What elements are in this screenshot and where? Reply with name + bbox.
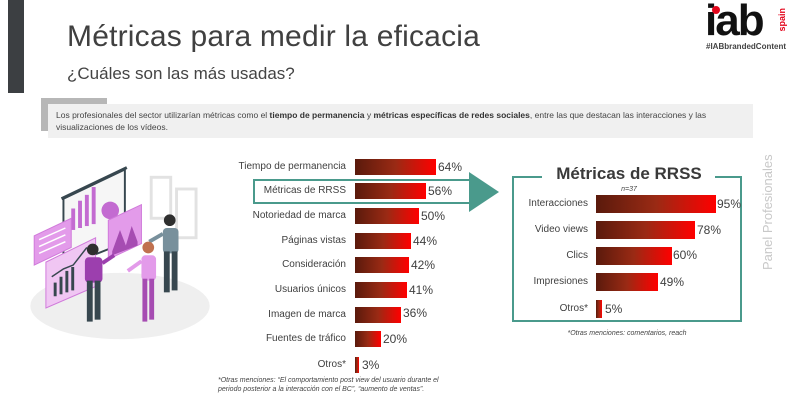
bar-value: 56% bbox=[428, 184, 453, 198]
bar-value: 20% bbox=[383, 332, 408, 346]
chart-row: Interacciones bbox=[0, 196, 588, 212]
arrow-right-icon bbox=[469, 172, 499, 212]
people-with-charts-illustration bbox=[30, 166, 210, 340]
logo-dot-icon bbox=[712, 6, 720, 14]
description-text: y bbox=[364, 110, 374, 120]
chart-row: Páginas vistas bbox=[0, 233, 346, 249]
chart-row: Métricas de RRSS bbox=[0, 183, 346, 199]
row-label: Consideración bbox=[282, 259, 346, 270]
bar-value: 60% bbox=[673, 248, 698, 262]
logo-country: spain bbox=[777, 8, 787, 32]
bar bbox=[355, 159, 436, 175]
highlight-rrss-box bbox=[253, 179, 469, 204]
rrss-footnote: *Otras menciones: comentarios, reach bbox=[567, 330, 687, 337]
page-subtitle: ¿Cuáles son las más usadas? bbox=[67, 64, 295, 83]
bar-value: 5% bbox=[605, 302, 623, 316]
bar bbox=[355, 257, 409, 273]
logo-hashtag: #IABbrandedContent bbox=[706, 42, 786, 51]
row-label: Interacciones bbox=[528, 198, 588, 209]
description-box: Los profesionales del sector utilizarían… bbox=[48, 104, 753, 138]
row-label: Usuarios únicos bbox=[274, 284, 346, 295]
description-highlight: métricas específicas de redes sociales bbox=[373, 110, 530, 120]
bar bbox=[355, 233, 411, 249]
chart-row: Otros* bbox=[0, 301, 588, 317]
bar bbox=[355, 331, 381, 347]
rrss-box-border bbox=[512, 176, 742, 322]
bar-value: 44% bbox=[413, 234, 438, 248]
left-accent-band bbox=[8, 0, 24, 93]
panel-label: Panel Profesionales bbox=[760, 154, 775, 270]
row-label: Páginas vistas bbox=[281, 235, 346, 246]
row-label: Otros* bbox=[317, 359, 346, 370]
chart-row: Usuarios únicos bbox=[0, 282, 346, 298]
chart-row: Fuentes de tráfico bbox=[0, 331, 346, 347]
chart-row: Otros* bbox=[0, 357, 346, 373]
bar-value: 95% bbox=[717, 197, 742, 211]
rrss-border-top-left bbox=[512, 176, 542, 178]
row-label: Clics bbox=[566, 250, 588, 261]
bar-value: 42% bbox=[411, 258, 436, 272]
rrss-border-top-right bbox=[715, 176, 742, 178]
row-label: Notoriedad de marca bbox=[252, 210, 346, 221]
row-label: Imagen de marca bbox=[268, 309, 346, 320]
row-label: Otros* bbox=[559, 303, 588, 314]
bar bbox=[596, 221, 695, 239]
iab-spain-logo: iab spain #IABbrandedContent bbox=[705, 0, 793, 52]
row-label: Métricas de RRSS bbox=[263, 185, 346, 196]
description-text: , entre las que destacan las interaccion… bbox=[56, 110, 707, 132]
chart-row: Impresiones bbox=[0, 274, 588, 290]
chart-row: Tiempo de permanencia bbox=[0, 159, 346, 175]
bar-value: 64% bbox=[438, 160, 463, 174]
page-title: Métricas para medir la eficacia bbox=[67, 20, 481, 53]
bar bbox=[596, 273, 658, 291]
bar-value: 50% bbox=[421, 209, 446, 223]
chart-row: Video views bbox=[0, 222, 588, 238]
row-label: Tiempo de permanencia bbox=[238, 161, 346, 172]
row-label: Impresiones bbox=[533, 276, 588, 287]
bar bbox=[355, 307, 401, 323]
bar-value: 41% bbox=[409, 283, 434, 297]
row-label: Fuentes de tráfico bbox=[265, 333, 346, 344]
bar bbox=[596, 195, 716, 213]
bar bbox=[355, 208, 419, 224]
rrss-title: Métricas de RRSS bbox=[556, 164, 702, 183]
bar-value: 36% bbox=[403, 306, 428, 320]
bar bbox=[596, 247, 672, 265]
bar bbox=[355, 357, 359, 373]
rrss-sample-size: n=37 bbox=[621, 186, 637, 193]
chart-row: Consideración bbox=[0, 257, 346, 273]
bar bbox=[355, 282, 407, 298]
description-highlight: tiempo de permanencia bbox=[269, 110, 365, 120]
bar-value: 78% bbox=[697, 223, 722, 237]
bar bbox=[355, 183, 426, 199]
row-label: Video views bbox=[534, 224, 588, 235]
bar-value: 3% bbox=[362, 358, 380, 372]
chart-row: Imagen de marca bbox=[0, 307, 346, 323]
description-text: Los profesionales del sector utilizarían… bbox=[56, 110, 270, 120]
chart-row: Clics bbox=[0, 248, 588, 264]
bar-value: 49% bbox=[660, 275, 685, 289]
chart-row: Notoriedad de marca bbox=[0, 208, 346, 224]
main-chart-footnote: *Otras menciones: “El comportamiento pos… bbox=[218, 377, 439, 393]
bar bbox=[596, 300, 602, 318]
